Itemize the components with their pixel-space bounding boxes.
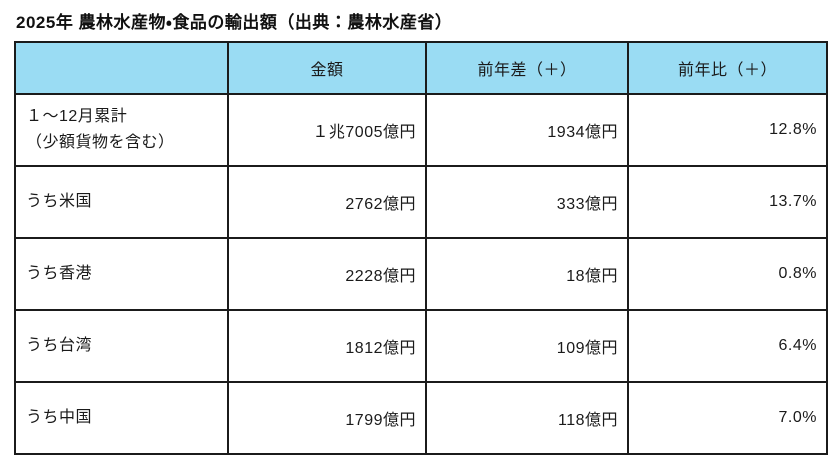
table-row-usa: うち米国 2762億円 333億円 13.7% bbox=[14, 165, 828, 239]
row-label-line2: （少額貨物を含む） bbox=[26, 134, 175, 151]
ratio-cell: 0.8% bbox=[627, 237, 828, 311]
table-row-total: １～12月累計 （少額貨物を含む） １兆7005億円 1934億円 12.8% bbox=[14, 93, 828, 167]
amount-cell: １兆7005億円 bbox=[227, 93, 427, 167]
column-header-amount: 金額 bbox=[227, 41, 427, 95]
ratio-cell: 13.7% bbox=[627, 165, 828, 239]
diff-cell: 1934億円 bbox=[425, 93, 629, 167]
ratio-cell: 6.4% bbox=[627, 309, 828, 383]
header-row: 金額 前年差（＋） 前年比（＋） bbox=[14, 41, 828, 95]
amount-cell: 1812億円 bbox=[227, 309, 427, 383]
amount-cell: 2762億円 bbox=[227, 165, 427, 239]
ratio-cell: 7.0% bbox=[627, 381, 828, 455]
table-body: １～12月累計 （少額貨物を含む） １兆7005億円 1934億円 12.8% … bbox=[14, 93, 828, 455]
amount-cell: 1799億円 bbox=[227, 381, 427, 455]
row-label-cell: うち米国 bbox=[14, 165, 229, 239]
table-row-hongkong: うち香港 2228億円 18億円 0.8% bbox=[14, 237, 828, 311]
row-label-cell: うち香港 bbox=[14, 237, 229, 311]
ratio-cell: 12.8% bbox=[627, 93, 828, 167]
row-label-cell: １～12月累計 （少額貨物を含む） bbox=[14, 93, 229, 167]
diff-cell: 333億円 bbox=[425, 165, 629, 239]
export-table: 金額 前年差（＋） 前年比（＋） １～12月累計 （少額貨物を含む） １兆700… bbox=[14, 41, 828, 455]
column-header-diff: 前年差（＋） bbox=[425, 41, 629, 95]
table-row-china: うち中国 1799億円 118億円 7.0% bbox=[14, 381, 828, 455]
table-header: 金額 前年差（＋） 前年比（＋） bbox=[14, 41, 828, 95]
row-label-cell: うち中国 bbox=[14, 381, 229, 455]
column-header-ratio: 前年比（＋） bbox=[627, 41, 828, 95]
amount-cell: 2228億円 bbox=[227, 237, 427, 311]
row-label-line1: １～12月累計 bbox=[26, 107, 128, 125]
row-label-cell: うち台湾 bbox=[14, 309, 229, 383]
diff-cell: 118億円 bbox=[425, 381, 629, 455]
diff-cell: 18億円 bbox=[425, 237, 629, 311]
diff-cell: 109億円 bbox=[425, 309, 629, 383]
column-header-label bbox=[14, 41, 229, 95]
page-title: 2025年 農林水産物・食品の輸出額（出典：農林水産省） bbox=[16, 13, 453, 32]
table-row-taiwan: うち台湾 1812億円 109億円 6.4% bbox=[14, 309, 828, 383]
